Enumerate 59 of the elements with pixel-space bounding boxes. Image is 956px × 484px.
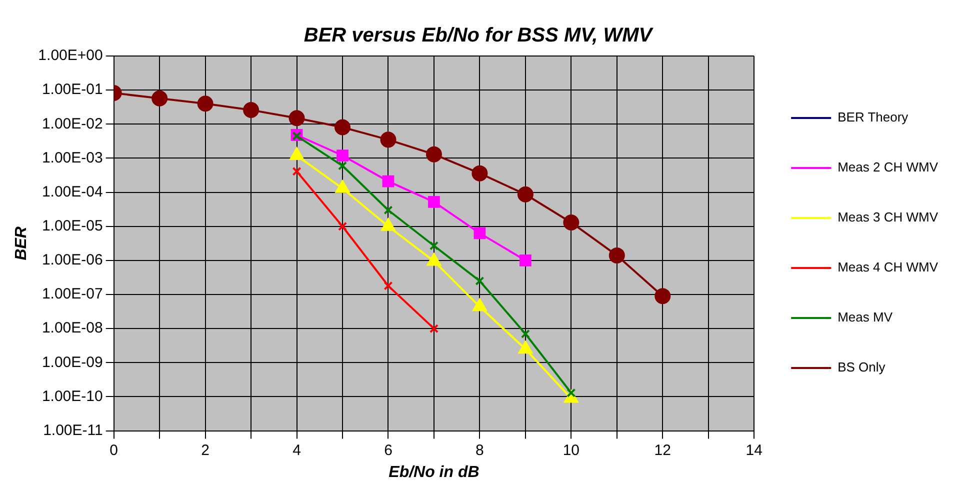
y-tick-label: 1.00E-11 [43,422,103,439]
point [472,298,487,312]
point [382,175,394,188]
point [517,186,534,202]
point [426,253,442,266]
legend-label: Meas 3 CH WMV [838,210,938,225]
x-tick-label: 4 [292,442,301,459]
point [380,132,396,148]
y-tick-label: 1.00E-05 [42,218,103,235]
legend-label: BS Only [838,360,886,375]
point [384,206,393,215]
chart-title: BER versus Eb/No for BSS MV, WMV [304,24,654,47]
x-tick-label: 10 [562,442,580,459]
point [518,341,532,354]
legend-label: Meas 2 CH WMV [838,160,938,175]
y-tick-label: 1.00E-04 [42,183,103,200]
x-tick-label: 6 [384,442,392,459]
y-tick-label: 1.00E-06 [42,252,103,269]
point [608,247,625,264]
point [472,165,488,182]
point [290,148,304,160]
point [152,90,168,106]
x-tick-label: 2 [201,442,210,459]
point [474,227,486,240]
point [243,102,260,118]
point [288,110,305,126]
y-axis-title: BER [13,226,30,260]
point [654,288,671,304]
legend-label: Meas 4 CH WMV [838,260,938,275]
y-tick-label: 1.00E+00 [38,47,103,64]
point [197,96,214,112]
y-tick-label: 1.00E-08 [42,320,103,337]
x-tick-label: 14 [746,442,762,459]
x-tick-label: 12 [654,442,671,459]
point [519,254,532,266]
point [338,222,348,231]
legend-label: BER Theory [838,110,909,125]
y-tick-label: 1.00E-02 [42,115,103,132]
point [336,150,348,162]
point [429,241,439,250]
legend-label: Meas MV [838,310,893,325]
point [428,196,440,208]
point [475,276,484,286]
x-tick-label: 0 [110,442,118,459]
x-tick-label: 8 [476,442,484,459]
point [338,161,348,170]
y-tick-label: 1.00E-07 [42,286,103,303]
point [429,324,439,334]
y-tick-label: 1.00E-09 [42,354,103,371]
y-tick-label: 1.00E-01 [42,81,103,98]
y-tick-label: 1.00E-03 [42,149,103,166]
point [292,166,302,176]
point [384,281,393,290]
point [426,146,442,162]
y-tick-label: 1.00E-10 [42,388,103,405]
point [563,214,580,230]
point [334,119,351,136]
point [520,329,530,338]
x-axis-title: Eb/No in dB [388,464,480,481]
